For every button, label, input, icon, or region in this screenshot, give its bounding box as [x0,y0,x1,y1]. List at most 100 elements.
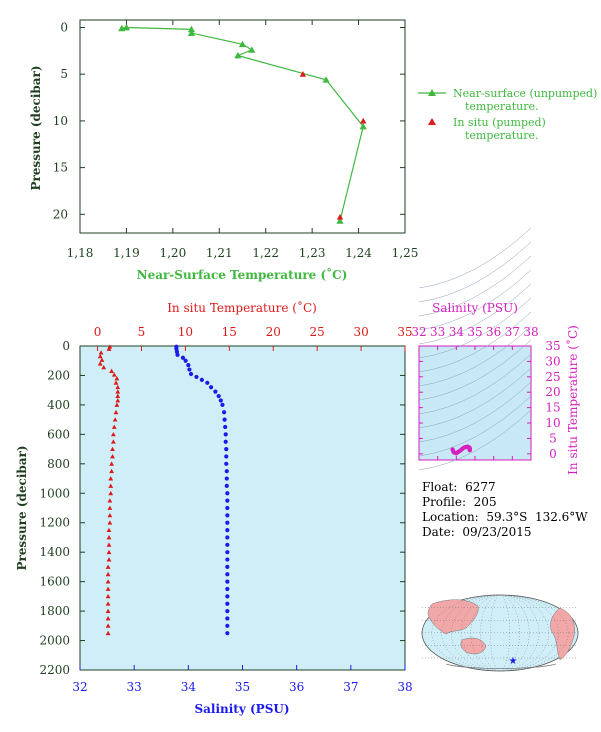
ts-y-tick-label: 10 [545,416,560,430]
date-row: Date: 09/23/2015 [422,525,588,540]
profile-salinity-point [221,410,227,415]
profile-temperature-point [111,372,117,377]
near-surface-pumped-point [360,117,367,124]
profile-salinity-point [223,424,228,430]
map-land-australia [460,637,487,655]
profile-temperature-axis-label: In situ Temperature (˚C) [167,300,317,315]
near-surface-x-tick-label: 1,22 [252,246,279,260]
profile-salinity-point [188,371,194,377]
near-surface-unpumped-point [359,122,367,130]
profile-salinity-point [224,476,229,481]
ts-density-contour [418,325,532,387]
near-surface-x-tick-label: 1,18 [67,246,94,260]
profile-salinity-point [220,402,225,408]
legend-label-unpumped-part: temperature. [465,100,539,113]
ts-y-tick-label: 0 [549,447,557,461]
near-surface-unpumped-point [122,23,131,31]
legend-label-unpumped: Near-surface (unpumped) temperature. [453,87,597,113]
ts-density-contour [418,283,532,345]
profile-ylabel: Pressure (decibar) [15,445,29,570]
profile-y-tick-label: 800 [47,457,70,471]
profile-temperature-point [106,535,112,540]
map-meridian [460,594,540,672]
profile-temperature-point [105,623,111,628]
profile-salinity-point [225,535,230,540]
near-surface-unpumped-point [187,25,196,33]
ts-points [450,444,472,456]
profile-salinity-point [223,439,228,444]
profile-temperature-point [105,579,111,584]
ts-density-contour [418,395,532,457]
date-value: 09/23/2015 [462,525,532,539]
profile-salinity-series [174,344,230,636]
near-surface-x-tick-label: 1,24 [345,246,372,260]
profile-temperature-point [109,368,115,373]
profile-salinity-point [222,417,227,422]
ts-ylabel: In situ Temperature (˚C) [565,325,580,475]
profile-y-tick-label: 1400 [39,545,70,559]
profile-salinity-point [225,631,230,636]
near-surface-y-tick-label: 5 [60,67,68,81]
near-surface-ylabel: Pressure (decibar) [29,65,43,190]
near-surface-pumped-point [299,70,307,77]
profile-salinity-point [194,374,199,380]
profile-temperature-point [110,446,115,452]
ts-density-contour [418,241,532,303]
profile-salinity-point [225,601,230,606]
ts-x-tick-label: 33 [430,325,445,339]
ts-y-tick-label: 30 [545,354,560,368]
profile-salinity-point [205,380,210,385]
profile-y-tick-label: 1800 [39,604,70,618]
near-surface-y-tick-label: 0 [60,20,68,34]
profile-salinity-point [187,367,192,372]
ts-x-tick-label: 34 [449,325,465,339]
profile-plot-area [79,345,406,671]
map-graticule [422,594,578,672]
profile-salinity-point [208,385,214,390]
near-surface-pumped-point [336,213,344,220]
profile-temperature-point [105,616,111,621]
profile-temperature-point [113,409,119,415]
profile-salinity-point [225,594,230,599]
profile-temperature-point [107,498,113,503]
ts-density-contour [418,353,532,415]
profile-salinity-point [225,616,230,621]
profile-temperature-point [106,527,112,533]
profile-y-tick-label: 600 [47,427,70,441]
profile-temperature-point [108,476,114,481]
profile-salinity-point [180,355,186,360]
profile-salinity-point [225,557,230,562]
profile-salinity-point [225,520,230,525]
profile-temperature-point [97,353,103,359]
profile-salinity-tick-label: 34 [181,680,197,694]
profile-temperature-point [105,630,111,636]
ts-x-tick-label: 38 [523,325,538,339]
profile-salinity-tick-label: 33 [127,680,142,694]
float-row: Float: 6277 [422,480,588,495]
profile-y-tick-label: 2200 [39,663,70,677]
near-surface-x-tick-label: 1,19 [113,246,140,260]
profile-salinity-point [225,579,230,584]
profile-temperature-point [107,512,113,518]
near-surface-x-tick-label: 1,21 [206,246,233,260]
ts-y-tick-label: 35 [545,339,560,353]
profile-temperature-point [105,608,111,614]
location-value: 59.3°S 132.6°W [486,510,588,524]
legend-label-pumped: In situ (pumped) temperature. [453,116,546,142]
float-location-marker: ★ [509,656,518,667]
profile-salinity-point [213,389,218,394]
profile-salinity-point [224,461,229,466]
profile-salinity-point [223,432,228,437]
ts-x-ticks: 32 33 34 35 36 37 38 [411,325,539,460]
profile-salinity-tick-label: 38 [397,680,412,694]
profile-y-tick-label: 0 [62,339,70,353]
profile-temperature-point [115,389,121,394]
profile-salinity-ticks: 32 33 34 35 36 37 38 [72,665,413,694]
profile-salinity-point [225,564,230,570]
profile-temperature-point [107,505,113,510]
near-surface-xlabel: Near-Surface Temperature (˚C) [137,267,348,282]
profile-temperature-point [110,439,116,444]
profile-salinity-point [225,542,230,547]
